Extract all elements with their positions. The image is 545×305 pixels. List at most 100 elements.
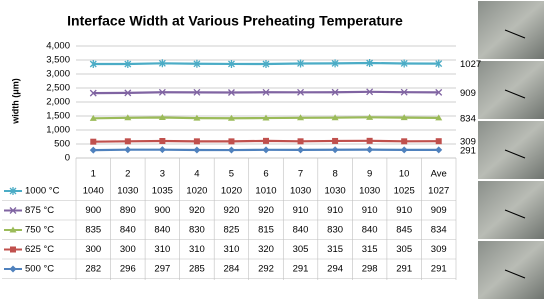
table-cell: 909 — [431, 205, 447, 216]
table-cell: 1040 — [83, 186, 104, 197]
table-cell: 910 — [396, 205, 412, 216]
table-cell: 305 — [396, 244, 412, 255]
table-cell: 296 — [120, 264, 136, 275]
marker — [436, 138, 442, 144]
y-tick-label: 3,500 — [46, 55, 70, 66]
table-cell: 910 — [293, 205, 309, 216]
table-cell: 900 — [154, 205, 170, 216]
y-tick-label: 1,000 — [46, 125, 70, 136]
chart-title: Interface Width at Various Preheating Te… — [67, 13, 403, 29]
y-tick-label: 1,500 — [46, 111, 70, 122]
table-cell: 1035 — [152, 186, 173, 197]
table-cell: 830 — [327, 225, 343, 236]
x-tick-label: 9 — [367, 169, 372, 180]
table-cell: 300 — [85, 244, 101, 255]
marker — [90, 139, 96, 145]
marker — [332, 146, 339, 153]
table-cell: 315 — [362, 244, 378, 255]
table-cell: 920 — [224, 205, 240, 216]
legend-label: 750 °C — [25, 225, 54, 236]
y-tick-label: 0 — [65, 153, 70, 164]
micrograph — [478, 241, 544, 299]
table-cell: 292 — [258, 264, 274, 275]
x-tick-label: 1 — [91, 169, 96, 180]
table-cell: 297 — [154, 264, 170, 275]
marker — [10, 247, 16, 253]
table-cell: 1025 — [394, 186, 415, 197]
table-cell: 320 — [258, 244, 274, 255]
table-cell: 845 — [396, 225, 412, 236]
table-cell: 285 — [189, 264, 205, 275]
marker — [401, 146, 408, 153]
data-label: 834 — [460, 113, 476, 124]
table-cell: 900 — [85, 205, 101, 216]
x-tick-label: 10 — [399, 169, 410, 180]
marker — [263, 146, 270, 153]
x-tick-label: 5 — [229, 169, 234, 180]
marker — [297, 146, 304, 153]
table-cell: 920 — [258, 205, 274, 216]
legend-label: 875 °C — [25, 205, 54, 216]
x-tick-label: 6 — [263, 169, 268, 180]
legend-label: 500 °C — [25, 264, 54, 275]
table-cell: 835 — [85, 225, 101, 236]
table-cell: 315 — [327, 244, 343, 255]
table-cell: 310 — [154, 244, 170, 255]
x-tick-label: 8 — [332, 169, 337, 180]
table-cell: 291 — [396, 264, 412, 275]
table-cell: 1030 — [359, 186, 380, 197]
table-cell: 291 — [293, 264, 309, 275]
table-cell: 1010 — [255, 186, 276, 197]
table-cell: 310 — [189, 244, 205, 255]
data-label: 1027 — [460, 59, 481, 70]
table-cell: 840 — [293, 225, 309, 236]
y-axis-label: width (μm) — [10, 78, 20, 125]
marker — [124, 146, 131, 153]
y-tick-label: 2,500 — [46, 83, 70, 94]
x-tick-label: 4 — [194, 169, 199, 180]
marker — [263, 138, 269, 144]
marker — [90, 147, 97, 154]
table-cell: 298 — [362, 264, 378, 275]
table-cell: 840 — [120, 225, 136, 236]
data-label: 309 — [460, 137, 476, 148]
table-cell: 284 — [224, 264, 240, 275]
table-cell: 1030 — [290, 186, 311, 197]
marker — [193, 147, 200, 154]
marker — [332, 138, 338, 144]
marker — [194, 138, 200, 144]
marker — [228, 138, 234, 144]
y-tick-label: 3,000 — [46, 69, 70, 80]
table-cell: 1020 — [186, 186, 207, 197]
data-label: 909 — [460, 88, 476, 99]
marker — [367, 138, 373, 144]
marker — [435, 146, 442, 153]
table-cell: 830 — [189, 225, 205, 236]
table-cell: 890 — [120, 205, 136, 216]
micrograph — [478, 1, 544, 59]
marker — [366, 146, 373, 153]
table-cell: 1020 — [221, 186, 242, 197]
table-cell: 910 — [362, 205, 378, 216]
marker — [298, 138, 304, 144]
table-cell: 1027 — [428, 186, 449, 197]
chart: Interface Width at Various Preheating Te… — [0, 0, 545, 300]
table-cell: 1030 — [325, 186, 346, 197]
marker — [10, 266, 17, 273]
x-tick-label: 2 — [125, 169, 130, 180]
table-cell: 310 — [224, 244, 240, 255]
marker — [159, 146, 166, 153]
marker — [159, 138, 165, 144]
micrographs — [478, 1, 544, 299]
table-cell: 840 — [362, 225, 378, 236]
micrograph — [478, 61, 544, 119]
x-tick-label: 7 — [298, 169, 303, 180]
table-cell: 305 — [293, 244, 309, 255]
table-cell: 834 — [431, 225, 447, 236]
table-cell: 294 — [327, 264, 343, 275]
micrograph — [478, 121, 544, 179]
legend-label: 625 °C — [25, 244, 54, 255]
table-cell: 282 — [85, 264, 101, 275]
table-cell: 825 — [224, 225, 240, 236]
table-cell: 920 — [189, 205, 205, 216]
